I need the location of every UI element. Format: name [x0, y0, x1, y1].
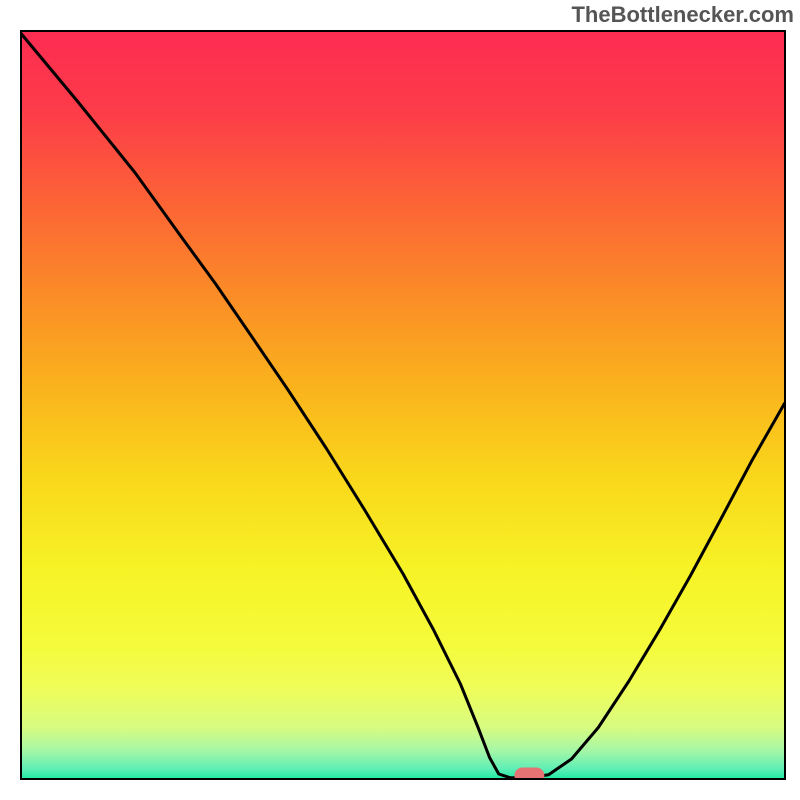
chart-container: TheBottlenecker.com — [0, 0, 800, 800]
watermark-text: TheBottlenecker.com — [571, 2, 794, 28]
plot-border — [21, 31, 785, 779]
plot-area — [20, 30, 786, 780]
bottleneck-curve — [20, 32, 784, 778]
chart-overlay — [20, 30, 786, 780]
